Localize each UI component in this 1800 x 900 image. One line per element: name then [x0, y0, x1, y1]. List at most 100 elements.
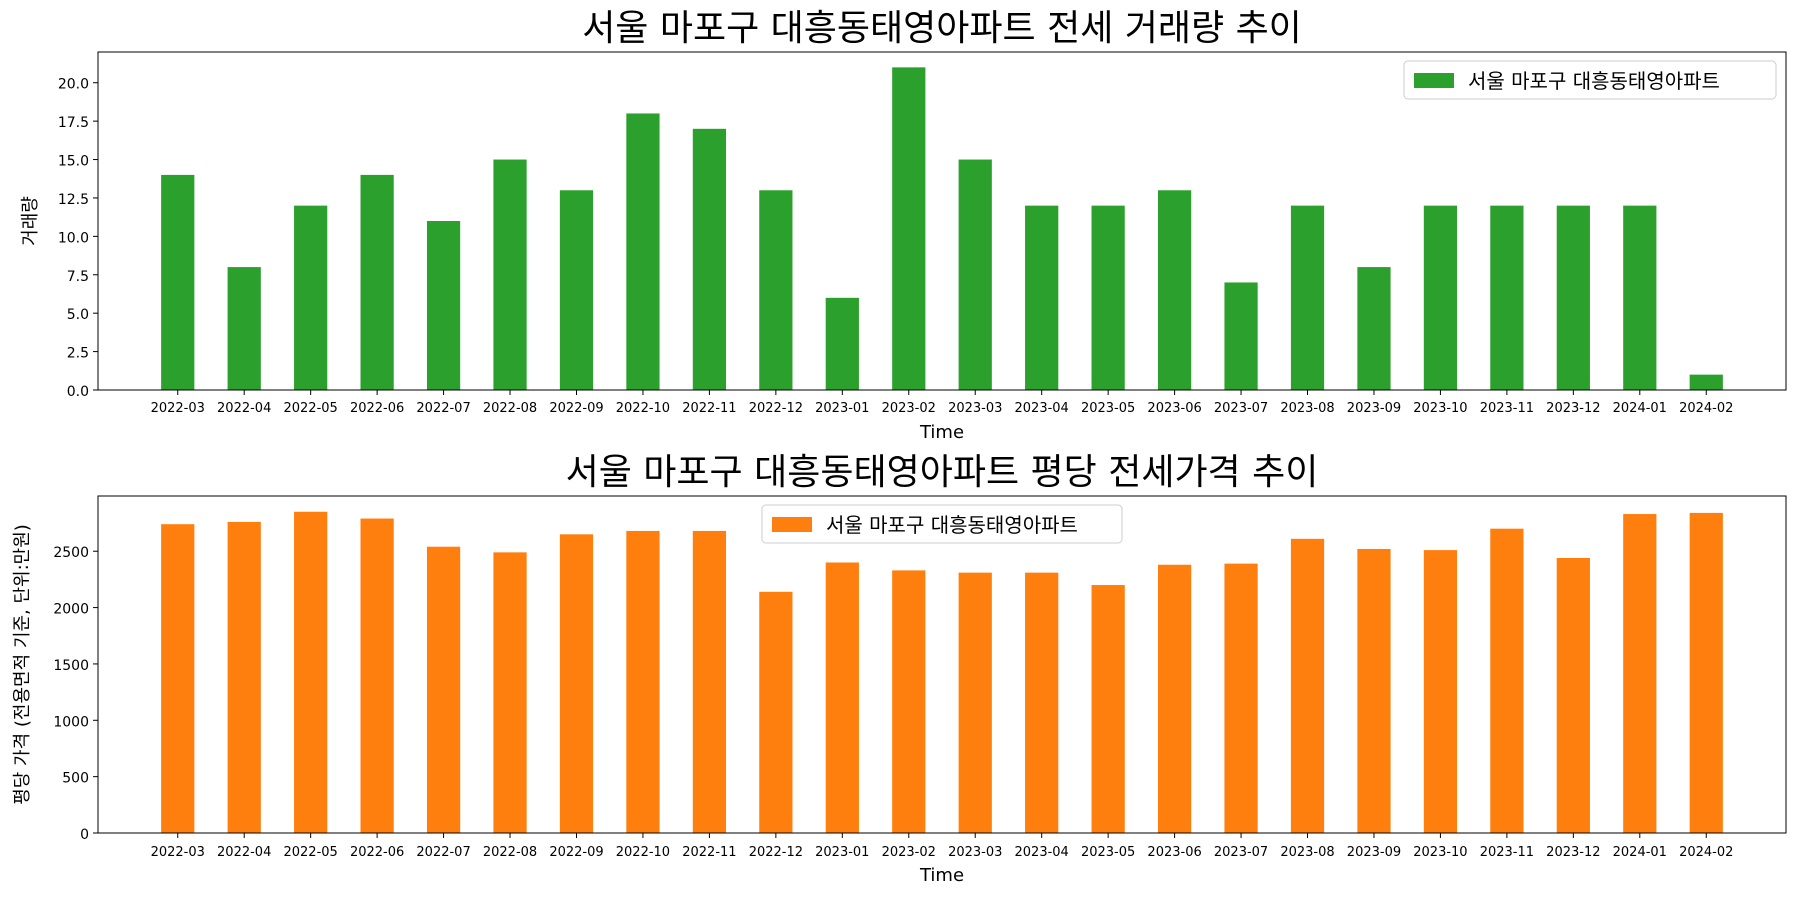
x-tick-label: 2023-01: [815, 401, 869, 416]
x-tick-label: 2023-03: [948, 845, 1002, 860]
x-tick-label: 2023-04: [1015, 401, 1069, 416]
y-tick-label: 2500: [53, 545, 89, 561]
y-axis-label: 거래량: [20, 196, 41, 246]
bar: [1290, 538, 1325, 833]
bar: [1091, 585, 1125, 833]
x-tick-label: 2023-07: [1214, 401, 1268, 416]
bar: [1157, 190, 1192, 390]
x-tick-label: 2022-09: [549, 845, 603, 860]
bar: [1091, 205, 1125, 390]
bar: [360, 174, 394, 390]
bar: [626, 113, 660, 391]
chart-title: 서울 마포구 대흥동태영아파트 전세 거래량 추이: [582, 8, 1302, 49]
x-tick-label: 2023-11: [1480, 401, 1534, 416]
x-tick-label: 2022-03: [151, 845, 205, 860]
bar: [426, 546, 461, 833]
x-tick-label: 2022-11: [682, 845, 736, 860]
y-tick-label: 1500: [53, 658, 89, 674]
bar: [1556, 557, 1590, 833]
bar: [1357, 548, 1391, 833]
x-tick-label: 2022-06: [350, 845, 404, 860]
bar: [892, 67, 926, 390]
x-tick-label: 2022-11: [682, 401, 736, 416]
x-tick-label: 2024-02: [1679, 845, 1733, 860]
y-tick-label: 20.0: [58, 77, 89, 93]
x-tick-label: 2023-11: [1480, 845, 1534, 860]
x-tick-label: 2023-05: [1081, 845, 1135, 860]
x-tick-label: 2022-05: [283, 845, 337, 860]
y-tick-label: 2.5: [67, 346, 89, 362]
bar: [161, 524, 195, 833]
bar: [1157, 564, 1192, 833]
y-tick-label: 2000: [53, 602, 89, 618]
x-tick-label: 2024-02: [1679, 401, 1733, 416]
bar: [1623, 205, 1657, 390]
x-axis-label: Time: [919, 865, 964, 886]
bar: [493, 159, 527, 390]
bar: [825, 297, 859, 390]
bar: [692, 128, 727, 390]
x-tick-label: 2022-08: [483, 401, 537, 416]
bar: [825, 562, 859, 833]
x-tick-label: 2022-07: [416, 845, 470, 860]
bar: [360, 518, 394, 833]
x-tick-label: 2022-10: [616, 401, 670, 416]
chart-title: 서울 마포구 대흥동태영아파트 평당 전세가격 추이: [566, 452, 1319, 493]
bar: [692, 530, 727, 833]
bar: [1490, 205, 1524, 390]
x-tick-label: 2022-09: [549, 401, 603, 416]
bar: [1290, 205, 1325, 390]
bar: [559, 534, 594, 833]
y-tick-label: 5.0: [67, 307, 89, 323]
x-tick-label: 2023-02: [882, 845, 936, 860]
plot-frame: [97, 495, 1787, 834]
x-tick-label: 2022-07: [416, 401, 470, 416]
legend-swatch: [1414, 73, 1454, 88]
x-tick-label: 2023-04: [1015, 845, 1069, 860]
bar: [1556, 205, 1590, 390]
y-tick-label: 15.0: [58, 154, 89, 170]
x-axis-label: Time: [919, 422, 964, 443]
bar: [1224, 563, 1258, 833]
x-tick-label: 2023-03: [948, 401, 1002, 416]
bar: [426, 221, 461, 390]
bar: [1357, 267, 1391, 390]
y-tick-label: 1000: [53, 714, 89, 730]
bar: [1423, 205, 1458, 390]
x-tick-label: 2023-07: [1214, 845, 1268, 860]
y-tick-label: 10.0: [58, 230, 89, 246]
bar: [759, 591, 793, 833]
x-tick-label: 2022-04: [217, 401, 271, 416]
x-tick-label: 2022-12: [749, 401, 803, 416]
y-axis-label: 평당 가격 (전용면적 기준, 단위:만원): [12, 524, 33, 805]
bar: [958, 159, 992, 390]
x-tick-label: 2022-05: [283, 401, 337, 416]
x-tick-label: 2022-06: [350, 401, 404, 416]
bar: [161, 174, 195, 390]
bar: [1490, 528, 1524, 833]
bar: [1025, 572, 1059, 833]
bar: [892, 570, 926, 833]
legend-label: 서울 마포구 대흥동태영아파트: [826, 513, 1078, 537]
bar: [626, 530, 660, 833]
x-tick-label: 2023-08: [1280, 845, 1334, 860]
y-tick-label: 500: [62, 771, 89, 787]
bar: [294, 205, 328, 390]
plot-frame: [97, 51, 1787, 391]
x-tick-label: 2023-12: [1546, 845, 1600, 860]
bar: [559, 190, 594, 390]
bar: [1623, 514, 1657, 833]
bar: [227, 267, 261, 390]
bar: [294, 511, 328, 833]
x-tick-label: 2023-10: [1413, 401, 1467, 416]
volume-chart: 서울 마포구 대흥동태영아파트 전세 거래량 추이 0.0 2.5 5.0 7.5 10.…: [20, 8, 1787, 443]
x-tick-label: 2022-03: [151, 401, 205, 416]
x-tick-label: 2023-09: [1347, 845, 1401, 860]
legend-label: 서울 마포구 대흥동태영아파트: [1468, 69, 1720, 93]
bar: [493, 552, 527, 833]
bar: [1224, 282, 1258, 390]
y-tick-label: 12.5: [58, 192, 89, 208]
legend-box: [1403, 60, 1777, 100]
